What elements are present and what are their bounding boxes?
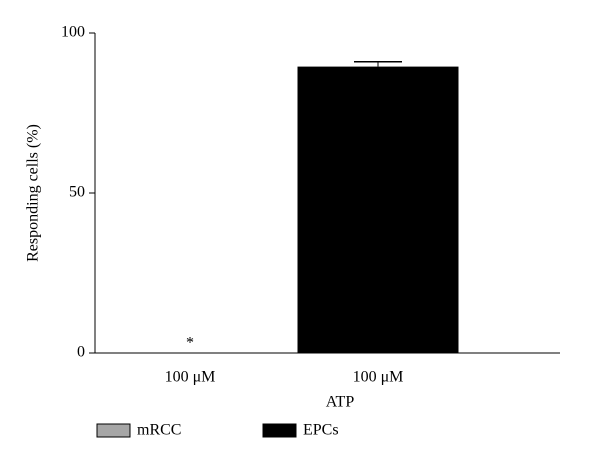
annotation: * bbox=[186, 335, 194, 352]
y-axis-label: Responding cells (%) bbox=[25, 124, 42, 262]
y-tick-label: 0 bbox=[77, 344, 85, 361]
legend-swatch bbox=[262, 423, 297, 438]
bar bbox=[297, 66, 459, 353]
x-tick-label: 100 μM bbox=[353, 369, 404, 386]
legend-label: EPCs bbox=[303, 422, 339, 439]
y-tick-label: 100 bbox=[61, 24, 85, 41]
x-axis-label: ATP bbox=[326, 394, 355, 411]
legend-swatch bbox=[96, 423, 131, 438]
legend-label: mRCC bbox=[137, 422, 181, 439]
y-tick-label: 50 bbox=[69, 184, 85, 201]
x-tick-label: 100 μM bbox=[165, 369, 216, 386]
